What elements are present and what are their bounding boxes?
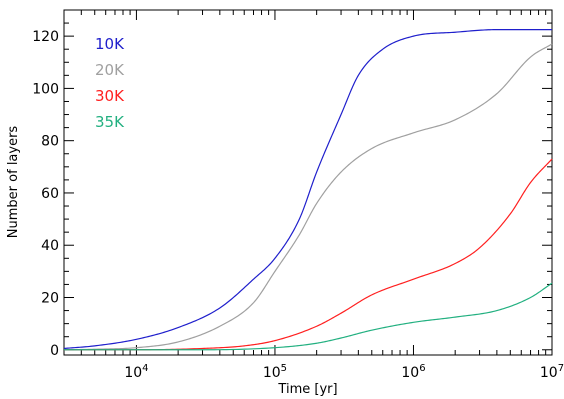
- x-tick-label: 105: [263, 363, 287, 381]
- legend-entry-30K: 30K: [95, 87, 125, 105]
- series-lines: [63, 29, 553, 351]
- legend-entry-35K: 35K: [95, 113, 125, 131]
- plot-frame: [63, 9, 553, 356]
- x-tick-exponent: 7: [558, 363, 564, 374]
- y-tick-label: 120: [32, 29, 59, 45]
- y-tick-label: 80: [41, 134, 59, 150]
- x-tick-exponent: 6: [419, 363, 425, 374]
- series-line-10K: [63, 29, 552, 350]
- x-tick-exponent: 5: [281, 363, 287, 374]
- series-line-35K: [64, 282, 553, 351]
- x-tick-label: 104: [124, 363, 148, 381]
- y-tick-label: 60: [41, 186, 59, 202]
- x-tick-base: 10: [124, 365, 142, 381]
- legend-entry-20K: 20K: [95, 61, 125, 79]
- y-axis-ticks: 0 20 40 60 80 100 120: [32, 22, 552, 359]
- legend-entry-10K: 10K: [95, 35, 125, 53]
- x-tick-exponent: 4: [142, 363, 148, 374]
- x-tick-label: 107: [540, 363, 564, 381]
- legend: 10K 20K 30K 35K: [95, 35, 125, 131]
- x-axis-ticks: 104 105 106 107: [63, 10, 564, 381]
- y-tick-label: 100: [32, 81, 59, 97]
- x-tick-label: 106: [401, 363, 425, 381]
- y-axis-label: Number of layers: [6, 126, 21, 239]
- x-tick-base: 10: [401, 365, 419, 381]
- series-line-30K: [64, 158, 553, 351]
- series-line-20K: [63, 43, 553, 351]
- x-axis-label: Time [yr]: [277, 382, 337, 397]
- y-tick-label: 40: [41, 238, 59, 254]
- y-tick-label: 0: [50, 343, 59, 359]
- x-tick-base: 10: [540, 365, 558, 381]
- y-tick-label: 20: [41, 291, 59, 307]
- x-tick-base: 10: [263, 365, 281, 381]
